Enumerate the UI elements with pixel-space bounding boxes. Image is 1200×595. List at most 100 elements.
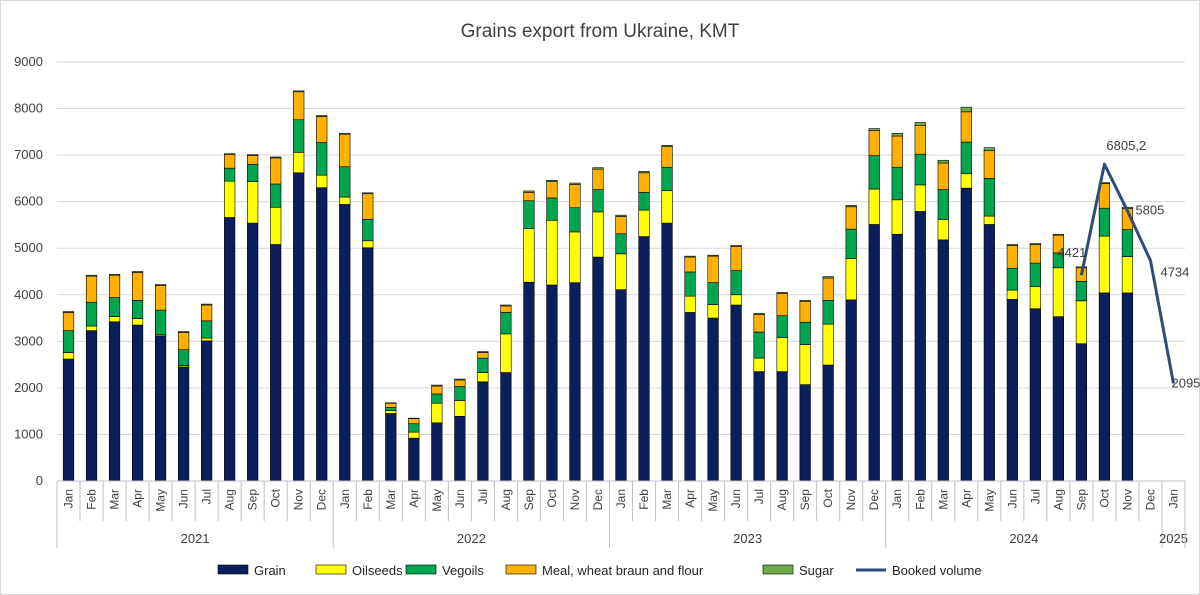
bar-segment	[822, 276, 834, 279]
bar-segment	[224, 153, 236, 155]
legend-swatch	[315, 564, 347, 575]
legend-swatch	[405, 564, 437, 575]
bar-segment	[131, 318, 144, 326]
bar-segment	[707, 254, 719, 257]
booked-volume-label: 4421	[1057, 245, 1086, 260]
bar-segment	[960, 111, 972, 143]
bar-segment	[822, 300, 834, 325]
bar-segment	[684, 256, 696, 273]
bar-segment	[937, 239, 949, 482]
bar-segment	[661, 166, 673, 191]
bar-segment	[477, 372, 489, 383]
bar-segment	[592, 211, 604, 258]
bar-segment	[891, 132, 903, 137]
x-tick-label: Oct	[545, 488, 559, 507]
bar-segment	[178, 332, 190, 351]
bar-segment	[1006, 299, 1018, 482]
legend-label: Sugar	[799, 563, 834, 578]
bar-segment	[684, 255, 696, 258]
bar-segment	[753, 314, 765, 333]
bar-segment	[868, 224, 880, 482]
bar-segment	[592, 189, 604, 213]
bar-segment	[477, 381, 489, 482]
x-tick-label: Nov	[292, 489, 306, 510]
bar-segment	[201, 304, 213, 322]
bar-segment	[431, 384, 443, 387]
x-tick-label: Feb	[913, 489, 927, 510]
bar-segment	[362, 193, 374, 220]
x-tick-label: Jan	[338, 489, 352, 508]
y-tick-label: 1000	[14, 426, 43, 441]
bar-segment	[983, 178, 995, 217]
bar-segment	[707, 304, 719, 319]
bar-segment	[247, 222, 259, 482]
booked-volume-label: 6805,2	[1106, 138, 1146, 153]
y-tick-label: 9000	[14, 54, 43, 69]
bar-segment	[868, 128, 880, 131]
bar-segment	[270, 206, 282, 245]
bar-segment	[1029, 262, 1041, 287]
bar-segment	[776, 371, 788, 482]
bar-segment	[960, 187, 972, 482]
bar-segment	[845, 206, 857, 230]
bar-segment	[154, 309, 167, 335]
bar-segment	[500, 305, 512, 313]
bar-segment	[477, 357, 489, 373]
bar-segment	[546, 219, 558, 286]
bar-segment	[753, 371, 765, 482]
bar-segment	[131, 272, 144, 301]
y-tick-label: 8000	[14, 101, 43, 116]
x-tick-label: Oct	[821, 488, 835, 507]
bar-segment	[753, 357, 765, 372]
y-tick-label: 4000	[14, 287, 43, 302]
bar-segment	[638, 192, 650, 211]
year-label: 2022	[457, 531, 486, 546]
bar-segment	[684, 312, 696, 482]
bar-segment	[684, 295, 696, 313]
bar-segment	[1006, 244, 1018, 246]
bar-segment	[799, 300, 811, 302]
bar-segment	[661, 190, 673, 224]
booked-volume-label: 2095	[1171, 375, 1200, 390]
bar-segment	[615, 214, 627, 217]
bar-segment	[730, 246, 742, 271]
bar-segment	[178, 331, 190, 333]
bar-segment	[1006, 267, 1018, 291]
bar-segment	[500, 333, 512, 373]
bar-segment	[85, 325, 98, 331]
bar-segment	[385, 407, 397, 412]
bar-segment	[937, 162, 949, 190]
bar-segment	[500, 312, 512, 335]
bar-segment	[385, 410, 397, 414]
bar-segment	[1006, 289, 1018, 300]
bar-segment	[408, 423, 420, 433]
bar-segment	[454, 379, 466, 387]
bar-segment	[454, 378, 466, 381]
bar-segment	[776, 292, 788, 294]
bar-segment	[362, 247, 374, 482]
x-tick-label: Sep	[1074, 489, 1088, 511]
bar-segment	[776, 337, 788, 372]
x-tick-label: Aug	[499, 489, 513, 510]
bar-segment	[523, 190, 535, 193]
x-tick-label: Dec	[315, 489, 329, 510]
bar-segment	[983, 215, 995, 225]
bar-segment	[799, 384, 811, 482]
bar-segment	[293, 172, 305, 482]
bar-segment	[1121, 256, 1134, 294]
bar-segment	[1121, 229, 1134, 257]
x-tick-label: Apr	[959, 489, 973, 508]
bar-segment	[362, 192, 374, 195]
bar-segment	[730, 304, 742, 482]
bar-segment	[362, 219, 374, 242]
booked-volume-label: 4734	[1160, 265, 1189, 280]
x-tick-label: Apr	[683, 489, 697, 508]
bar-segment	[1052, 316, 1064, 482]
bar-segment	[569, 282, 581, 482]
bar-segment	[937, 219, 949, 241]
bar-segment	[868, 188, 880, 225]
y-tick-label: 7000	[14, 147, 43, 162]
x-tick-label: Feb	[637, 489, 651, 510]
legend-swatch	[762, 564, 794, 575]
